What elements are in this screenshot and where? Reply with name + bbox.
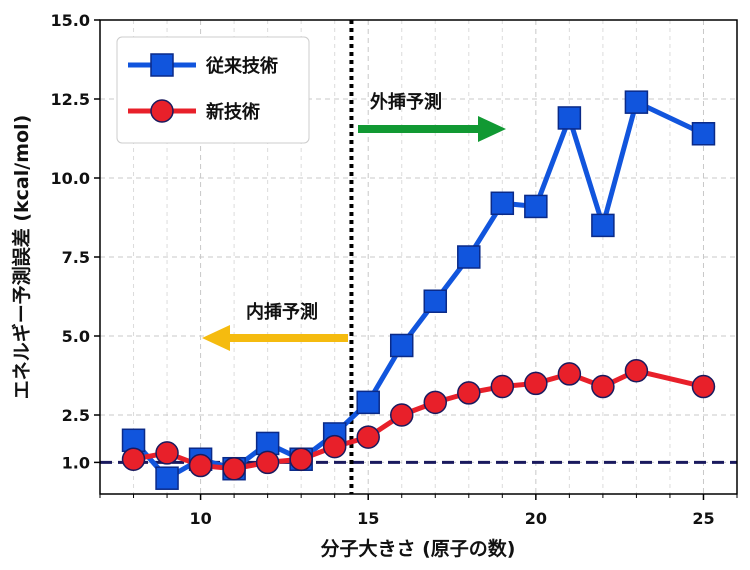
series-1-point <box>155 441 179 465</box>
legend: 従来技術 新技術 <box>116 36 310 144</box>
legend-label-new: 新技術 <box>206 101 260 123</box>
x-tick-label: 15 <box>357 509 379 528</box>
series-1-point <box>624 359 649 383</box>
series-0-point <box>155 466 179 490</box>
series-1-point <box>121 447 146 471</box>
x-tick-label: 20 <box>525 509 547 528</box>
series-1-point <box>457 381 481 405</box>
series-1-point <box>524 371 548 396</box>
series-0-point <box>457 245 481 269</box>
series-0-point <box>557 106 582 130</box>
series-0-point <box>624 90 649 114</box>
series-1-point <box>289 447 313 471</box>
series-1-point <box>356 425 380 449</box>
legend-marker-new <box>150 99 174 123</box>
series-1-point <box>591 374 615 399</box>
series-1-point <box>255 450 280 475</box>
extrapolation-arrow <box>358 116 506 142</box>
series-1-point <box>557 362 582 386</box>
y-tick-label: 10.0 <box>51 169 90 188</box>
y-tick-label: 1.0 <box>62 453 90 472</box>
extrapolation-label: 外挿予測 <box>370 91 442 113</box>
y-tick-label: 15.0 <box>51 11 90 30</box>
series-1-point <box>423 390 448 415</box>
series-0-point <box>524 194 548 219</box>
x-axis-title: 分子大きさ (原子の数) <box>321 537 516 560</box>
y-axis-title: エネルギー予測誤差 (kcal/mol) <box>10 115 33 400</box>
y-tick-label: 2.5 <box>62 406 90 425</box>
series-1-point <box>490 374 515 399</box>
x-tick-label: 10 <box>189 509 211 528</box>
series-0-point <box>591 213 615 238</box>
series-1-point <box>389 403 414 427</box>
series-1-point <box>691 374 716 399</box>
series-1-point <box>188 453 213 478</box>
series-1-point <box>222 456 246 481</box>
series-0-point <box>490 191 515 216</box>
x-tick-label: 25 <box>692 509 714 528</box>
annotations: 外挿予測 内挿予測 <box>202 91 506 351</box>
series-layer <box>121 90 716 490</box>
legend-box <box>116 36 310 144</box>
y-tick-label: 5.0 <box>62 327 90 346</box>
series-0-point <box>389 333 414 358</box>
series-0-point <box>423 289 448 313</box>
legend-marker-conventional <box>150 53 174 77</box>
y-tick-label: 12.5 <box>51 90 90 109</box>
series-0-point <box>691 122 716 146</box>
y-tick-label: 7.5 <box>62 248 90 267</box>
legend-label-conventional: 従来技術 <box>205 55 278 77</box>
interpolation-label: 内挿予測 <box>246 301 318 323</box>
series-0-point <box>356 390 380 415</box>
grid <box>100 19 737 494</box>
axis-ticks: 10 15 20 25 1.0 2.5 5.0 7.5 10.0 12.5 15.0 <box>51 11 738 528</box>
interpolation-arrow <box>202 325 348 351</box>
series-1-point <box>322 434 347 459</box>
